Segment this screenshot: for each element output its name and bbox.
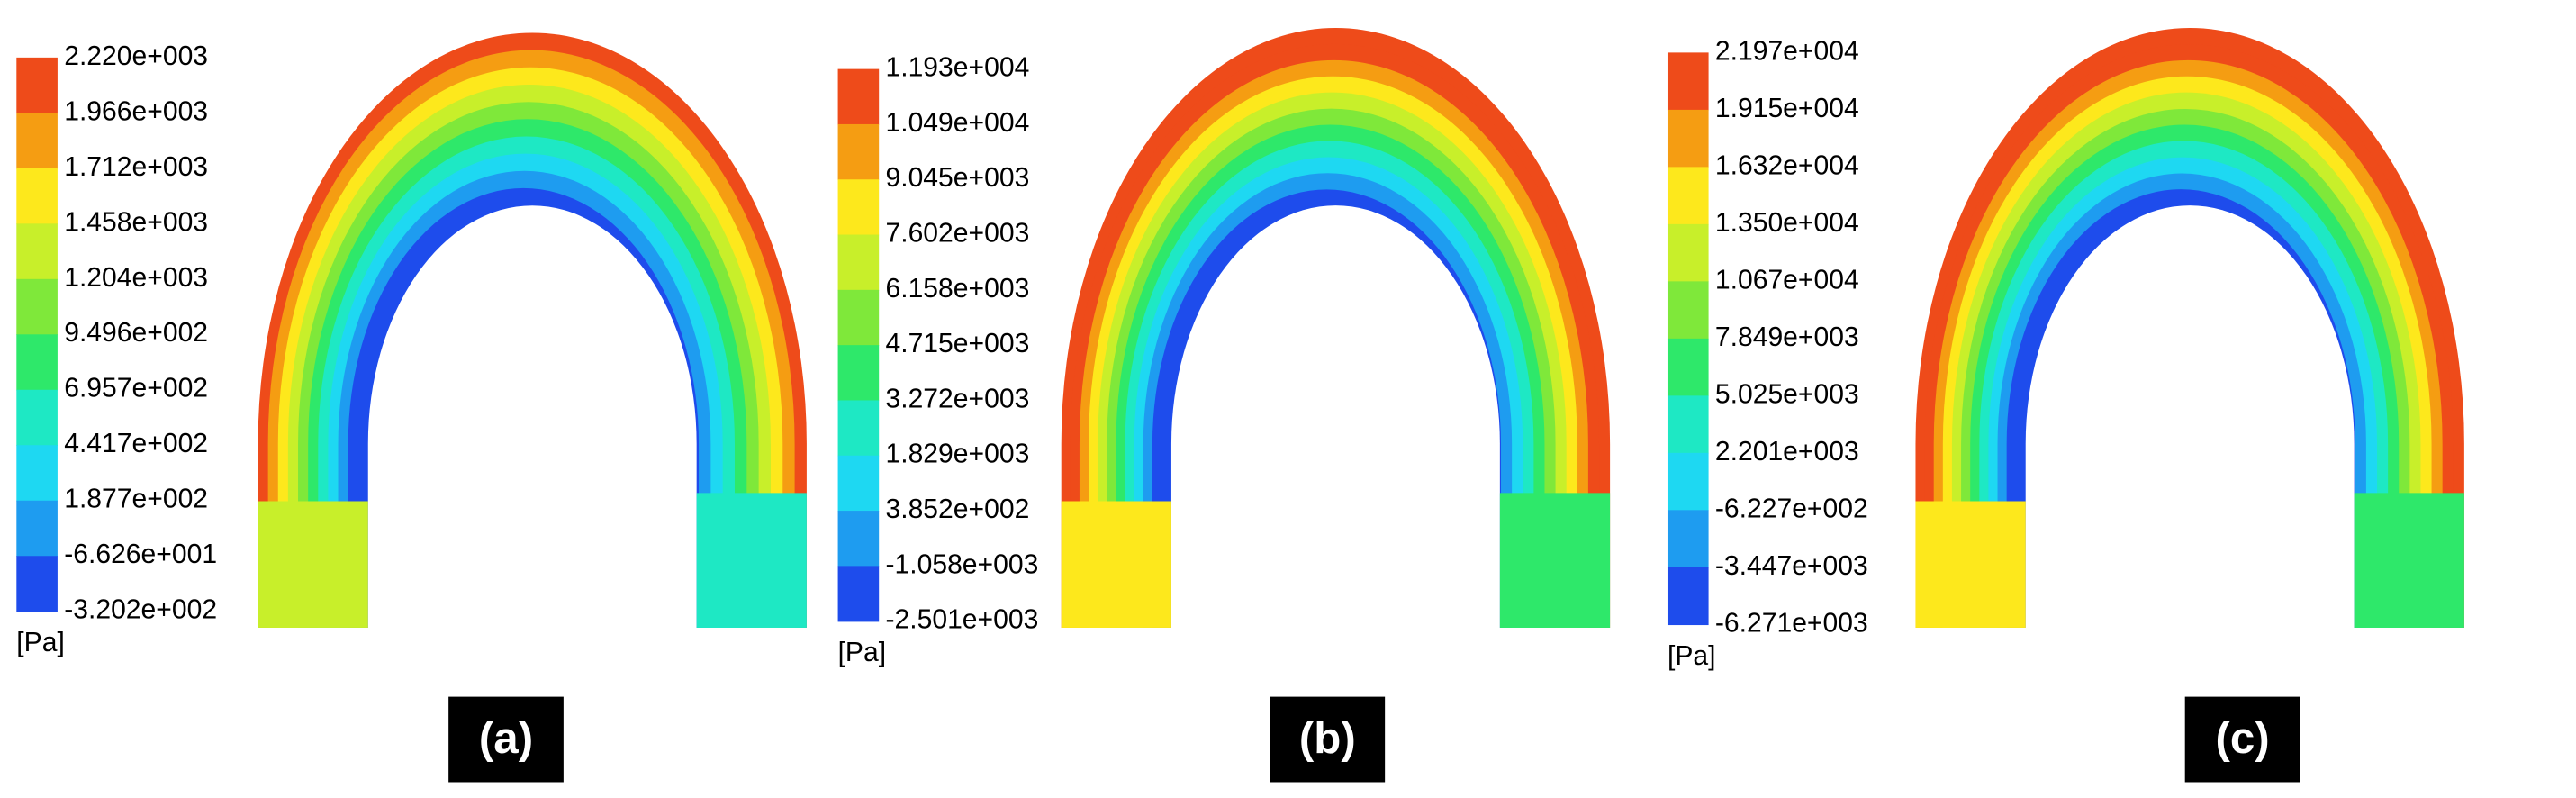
panel-label: (b): [1299, 713, 1356, 763]
legend-label: 1.966e+003: [64, 96, 208, 126]
legend-label: 6.158e+003: [885, 274, 1029, 304]
legend-label: 1.458e+003: [64, 207, 208, 237]
legend-label: 1.877e+002: [64, 485, 208, 514]
colorbar-band: [1667, 281, 1709, 340]
legend-label: -3.447e+003: [1715, 551, 1868, 581]
colorbar-band: [16, 334, 58, 391]
panel-label-box: [448, 696, 564, 783]
legend-label: 9.496e+002: [64, 318, 208, 348]
colorbar-band: [1667, 52, 1709, 111]
colorbar-band: [1667, 452, 1709, 512]
colorbar-band: [1667, 567, 1709, 626]
arch-hole: [1170, 205, 1500, 628]
colorbar-band: [16, 168, 58, 225]
legend-label: 7.849e+003: [1715, 322, 1859, 352]
colorbar-band: [837, 511, 880, 567]
colorbar-band: [837, 455, 880, 512]
left-leg: [258, 501, 368, 628]
colorbar-band: [837, 289, 880, 346]
panel-label-box: [2184, 696, 2300, 783]
colorbar-band: [837, 234, 880, 291]
colorbar-band: [1667, 395, 1709, 454]
colorbar-band: [837, 345, 880, 402]
colorbar-band: [16, 223, 58, 280]
legend-label: 4.417e+002: [64, 429, 208, 458]
legend-label: 1.350e+004: [1715, 208, 1859, 238]
right-leg: [696, 493, 807, 628]
colorbar-band: [1667, 109, 1709, 168]
arch-hole: [367, 205, 697, 628]
panel-label-box: [1270, 696, 1386, 783]
colorbar-band: [1667, 338, 1709, 397]
legend-label: -6.227e+002: [1715, 494, 1868, 523]
colorbar-band: [16, 57, 58, 114]
legend-label: 1.049e+004: [885, 108, 1029, 138]
arch-hole: [2025, 205, 2355, 628]
panel: 1.193e+004 1.049e+004 9.045e+003 7.602e+003…: [837, 28, 1611, 783]
panel: 2.197e+004 1.915e+004 1.632e+004 1.350e+004…: [1667, 28, 2464, 783]
colorbar-band: [837, 179, 880, 236]
panel-label: (c): [2215, 713, 2269, 763]
colorbar-band: [1667, 510, 1709, 568]
unit-label: [Pa]: [16, 628, 65, 657]
legend-label: -2.501e+003: [885, 605, 1038, 635]
legend-label: 3.852e+002: [885, 494, 1029, 524]
colorbar-band: [1667, 223, 1709, 283]
unit-label: [Pa]: [838, 638, 887, 667]
right-leg: [1499, 493, 1611, 628]
legend-label: -3.202e+002: [64, 595, 217, 625]
legend-label: -6.626e+001: [64, 540, 217, 569]
legend-label: 2.197e+004: [1715, 36, 1859, 66]
legend-label: 1.829e+003: [885, 440, 1029, 469]
colorbar-band: [837, 400, 880, 457]
legend-label: 1.204e+003: [64, 263, 208, 293]
legend-label: 1.067e+004: [1715, 265, 1859, 295]
unit-label: [Pa]: [1668, 641, 1716, 671]
legend-label: 1.915e+004: [1715, 94, 1859, 123]
legend-label: 6.957e+002: [64, 374, 208, 404]
legend-label: 1.712e+003: [64, 152, 208, 182]
panel-label: (a): [479, 713, 533, 763]
colorbar-band: [837, 68, 880, 125]
colorbar-band: [16, 389, 58, 446]
legend-label: 7.602e+003: [885, 218, 1029, 248]
legend-label: -1.058e+003: [885, 549, 1038, 579]
colorbar-band: [837, 123, 880, 180]
colorbar-band: [16, 278, 58, 336]
legend-label: 2.220e+003: [64, 41, 208, 71]
colorbar-band: [16, 445, 58, 502]
left-leg: [1061, 501, 1171, 628]
legend-label: -6.271e+003: [1715, 608, 1868, 638]
colorbar-band: [16, 113, 58, 169]
left-leg: [1915, 501, 2026, 628]
colorbar-band: [1667, 167, 1709, 225]
colorbar-band: [16, 556, 58, 612]
legend-label: 1.632e+004: [1715, 150, 1859, 180]
colorbar-band: [837, 566, 880, 622]
panel: 2.220e+003 1.966e+003 1.712e+003 1.458e+003…: [16, 32, 807, 783]
legend-label: 5.025e+003: [1715, 379, 1859, 409]
legend-label: 2.201e+003: [1715, 437, 1859, 467]
colorbar-band: [16, 500, 58, 557]
legend-label: 9.045e+003: [885, 163, 1029, 193]
legend-label: 1.193e+004: [885, 53, 1029, 83]
legend-label: 4.715e+003: [885, 329, 1029, 358]
legend-label: 3.272e+003: [885, 384, 1029, 413]
right-leg: [2354, 493, 2464, 628]
